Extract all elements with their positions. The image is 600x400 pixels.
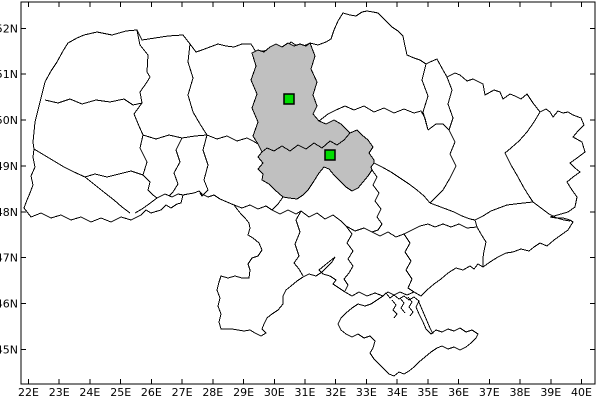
x-tick-label: 24E [79,386,100,399]
y-tick-label: 45N [0,344,18,357]
highlighted-region-2 [257,129,375,200]
data-marker [324,149,336,161]
y-tick-label: 48N [0,206,18,219]
x-tick-label: 39E [540,386,561,399]
x-tick-label: 38E [510,386,531,399]
x-tick-label: 22E [18,386,39,399]
oblast-borders [33,29,571,293]
y-tick-label: 50N [0,114,18,127]
x-tick-label: 40E [571,386,592,399]
y-tick-label: 51N [0,68,18,81]
x-tick-label: 30E [264,386,285,399]
x-tick-label: 25E [110,386,131,399]
y-tick-label: 52N [0,22,18,35]
y-tick-label: 46N [0,298,18,311]
x-tick-label: 32E [325,386,346,399]
lagoon-lines [391,296,434,335]
x-tick-label: 27E [172,386,193,399]
crimea-peninsula-outline [337,292,479,377]
x-tick-label: 33E [356,386,377,399]
x-tick-label: 29E [233,386,254,399]
x-tick-label: 28E [202,386,223,399]
x-tick-label: 37E [479,386,500,399]
data-marker [283,93,295,105]
plot-border [20,1,596,385]
x-tick-label: 31E [295,386,316,399]
axis-ticks [21,2,595,384]
x-tick-label: 35E [417,386,438,399]
x-tick-label: 36E [448,386,469,399]
x-tick-label: 26E [141,386,162,399]
x-tick-label: 23E [49,386,70,399]
x-tick-label: 34E [387,386,408,399]
y-tick-label: 49N [0,160,18,173]
y-tick-label: 47N [0,252,18,265]
